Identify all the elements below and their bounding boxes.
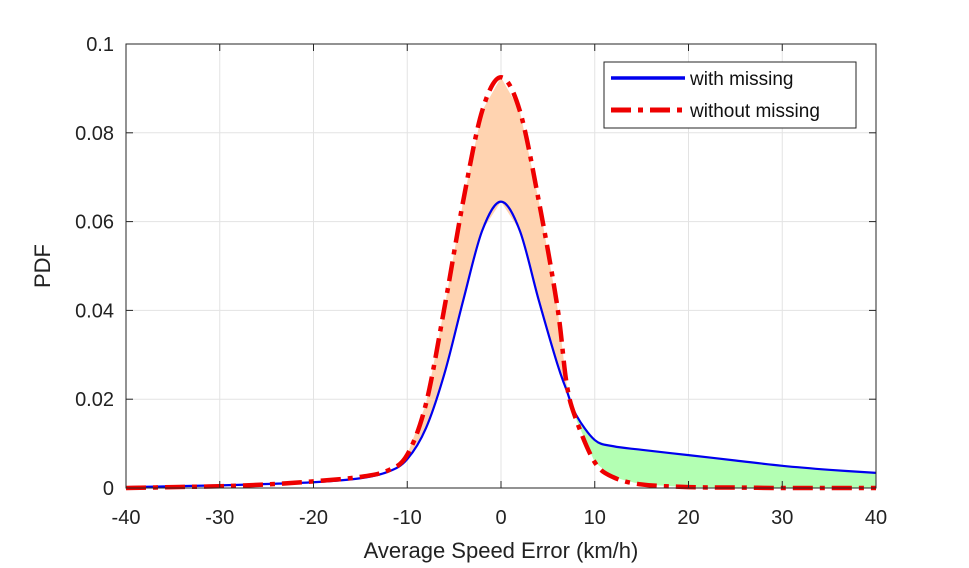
x-tick-label: -10 bbox=[393, 507, 422, 529]
x-tick-label: 30 bbox=[771, 507, 793, 529]
legend-label-without-missing: without missing bbox=[689, 101, 820, 122]
y-ticks: 0 0.02 0.04 0.06 0.08 0.1 bbox=[75, 34, 876, 500]
x-tick-label: -40 bbox=[112, 507, 141, 529]
series-line-without-missing bbox=[125, 75, 876, 491]
y-axis-label: PDF bbox=[30, 244, 55, 288]
x-tick-label: -30 bbox=[205, 507, 234, 529]
y-tick-label: 0.1 bbox=[86, 34, 114, 56]
legend-label-with-missing: with missing bbox=[689, 69, 793, 90]
y-tick-label: 0.04 bbox=[75, 300, 114, 322]
x-ticks: -40 -30 -20 -10 0 10 20 30 40 bbox=[112, 44, 887, 529]
x-tick-label: 20 bbox=[677, 507, 699, 529]
y-tick-label: 0.06 bbox=[75, 212, 114, 234]
x-tick-label: -20 bbox=[299, 507, 328, 529]
y-tick-label: 0 bbox=[103, 478, 114, 500]
shaded-region-peak-difference bbox=[407, 78, 567, 460]
legend: with missing without missing bbox=[603, 61, 857, 129]
shaded-region-tail-difference bbox=[566, 383, 876, 488]
y-tick-label: 0.02 bbox=[75, 389, 114, 411]
x-tick-label: 40 bbox=[865, 507, 887, 529]
series-lines bbox=[125, 75, 877, 491]
legend-box bbox=[603, 61, 857, 129]
y-tick-label: 0.08 bbox=[75, 123, 114, 145]
x-tick-label: 0 bbox=[495, 507, 506, 529]
x-tick-label: 10 bbox=[584, 507, 606, 529]
shaded-areas bbox=[407, 78, 876, 488]
x-axis-label: Average Speed Error (km/h) bbox=[364, 538, 639, 563]
